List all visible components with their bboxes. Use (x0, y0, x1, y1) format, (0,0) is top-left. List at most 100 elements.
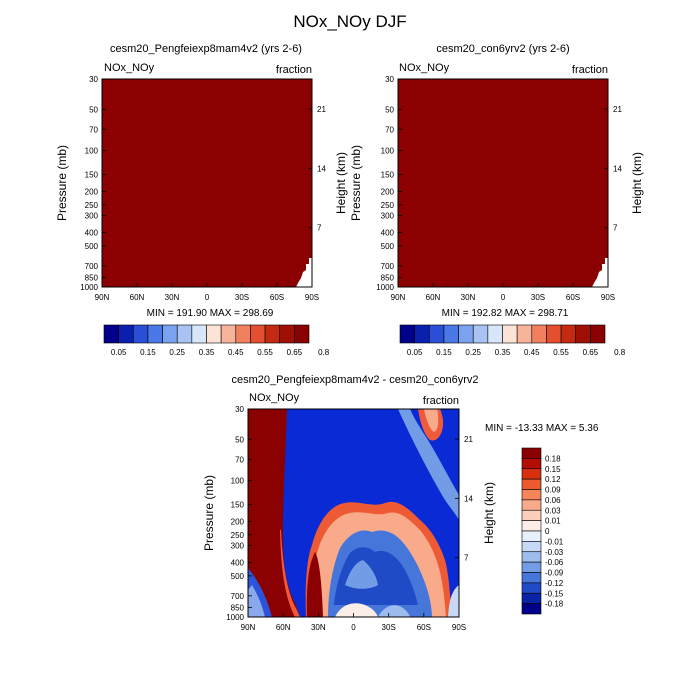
colorbar-box (546, 324, 562, 344)
y-tick-label: 500 (231, 572, 245, 581)
panel-1-left-label: NOx_NOy (104, 62, 155, 74)
height-tick-label: 14 (317, 164, 326, 173)
panel-3: cesm20_Pengfeiexp8mam4v2 - cesm20_con6yr… (202, 374, 599, 632)
panel-2-ylabel: Pressure (mb) (349, 145, 363, 221)
y-tick-label: 850 (231, 603, 245, 612)
panel-1-x-ticks: 90N 60N 30N 0 30S 60S 90S (95, 283, 319, 302)
colorbar-box (575, 324, 591, 344)
panel-3-colorbar: 0.180.150.120.090.060.030.010-0.01-0.03-… (521, 447, 564, 615)
y-tick-label: 850 (381, 273, 395, 282)
colorbar-box (458, 324, 474, 344)
height-tick-label: 14 (464, 494, 473, 503)
x-tick-label: 60S (417, 623, 431, 632)
panel-2-x-ticks: 90N 60N 30N 0 30S 60S 90S (391, 283, 615, 302)
colorbar-box (521, 572, 542, 584)
y-tick-label: 400 (381, 229, 395, 238)
y-tick-label: 700 (381, 262, 395, 271)
y-tick-label: 850 (85, 273, 99, 282)
colorbar-label: -0.03 (545, 548, 564, 557)
panel-3-height-ticks: 21 14 7 (455, 435, 473, 563)
colorbar-box (502, 324, 518, 344)
colorbar-box (521, 447, 542, 459)
x-tick-label: 30S (531, 293, 545, 302)
panel-3-right-label: fraction (423, 395, 459, 407)
colorbar-label: 0.65 (583, 348, 599, 357)
colorbar-box (521, 520, 542, 532)
colorbar-box (279, 324, 295, 344)
colorbar-label: 0.55 (553, 348, 569, 357)
colorbar-label: 0.8 (318, 348, 330, 357)
x-tick-label: 90N (391, 293, 406, 302)
y-tick-label: 300 (85, 212, 99, 221)
colorbar-label: 0.05 (407, 348, 423, 357)
y-tick-label: 30 (385, 75, 394, 84)
colorbar-box (399, 324, 415, 344)
x-tick-label: 60N (426, 293, 441, 302)
colorbar-label: 0.15 (545, 465, 561, 474)
colorbar-box (250, 324, 266, 344)
colorbar-label: -0.01 (545, 537, 564, 546)
x-tick-label: 90S (305, 293, 319, 302)
colorbar-box (521, 541, 542, 553)
panel-2: cesm20_con6yrv2 (yrs 2-6) NOx_NOy fracti… (349, 43, 644, 357)
colorbar-label: -0.09 (545, 569, 564, 578)
y-tick-label: 250 (381, 201, 395, 210)
colorbar-label: 0.25 (169, 348, 185, 357)
y-tick-label: 150 (85, 170, 99, 179)
panel-2-colorbar: 0.05 0.15 0.25 0.35 0.45 0.55 0.65 0.8 (399, 324, 626, 357)
colorbar-label: 0.45 (524, 348, 540, 357)
colorbar-label: 0.25 (465, 348, 481, 357)
colorbar-label: 0.15 (140, 348, 156, 357)
panel-1-ylabel-right: Height (km) (334, 152, 348, 214)
colorbar-box (132, 324, 149, 344)
x-tick-label: 90S (601, 293, 615, 302)
y-tick-label: 250 (231, 531, 245, 540)
y-tick-label: 70 (235, 455, 244, 464)
figure-title: NOx_NOy DJF (293, 12, 406, 31)
colorbar-box (206, 324, 222, 344)
panel-3-stats: MIN = -13.33 MAX = 5.36 (485, 423, 599, 434)
x-tick-label: 30S (235, 293, 249, 302)
colorbar-box (521, 478, 542, 490)
panel-3-ylabel-right: Height (km) (482, 482, 496, 544)
x-tick-label: 60N (276, 623, 291, 632)
y-tick-label: 70 (89, 125, 98, 134)
panel-1-missing-region (296, 258, 312, 287)
panel-2-ylabel-right: Height (km) (630, 152, 644, 214)
colorbar-box (560, 324, 577, 344)
y-tick-label: 100 (381, 146, 395, 155)
height-tick-label: 21 (464, 435, 473, 444)
height-tick-label: 7 (613, 224, 618, 233)
colorbar-label: 0.65 (287, 348, 303, 357)
panel-3-left-label: NOx_NOy (249, 392, 300, 404)
height-tick-label: 7 (317, 224, 322, 233)
colorbar-box (521, 551, 542, 563)
colorbar-box (521, 468, 542, 480)
y-tick-label: 30 (235, 405, 244, 414)
panel-1-colorbar: 0.05 0.15 0.25 0.35 0.45 0.55 0.65 0.8 (103, 324, 330, 357)
y-tick-label: 700 (85, 262, 99, 271)
colorbar-label: -0.06 (545, 558, 564, 567)
y-tick-label: 50 (89, 105, 98, 114)
x-tick-label: 60S (270, 293, 284, 302)
height-tick-label: 21 (613, 105, 622, 114)
y-tick-label: 100 (231, 476, 245, 485)
y-tick-label: 50 (235, 435, 244, 444)
panel-3-ylabel: Pressure (mb) (202, 475, 216, 551)
y-tick-label: 200 (85, 188, 99, 197)
height-tick-label: 14 (613, 164, 622, 173)
y-tick-label: 1000 (376, 283, 394, 292)
colorbar-label: 0.18 (545, 454, 561, 463)
x-tick-label: 60N (130, 293, 145, 302)
colorbar-box (521, 603, 542, 615)
panel-2-left-label: NOx_NOy (399, 62, 450, 74)
colorbar-box (176, 324, 193, 344)
colorbar-label: 0.03 (545, 506, 561, 515)
colorbar-box (521, 489, 542, 501)
colorbar-box (294, 324, 310, 344)
colorbar-box (235, 324, 251, 344)
colorbar-box (443, 324, 459, 344)
colorbar-box (147, 324, 163, 344)
